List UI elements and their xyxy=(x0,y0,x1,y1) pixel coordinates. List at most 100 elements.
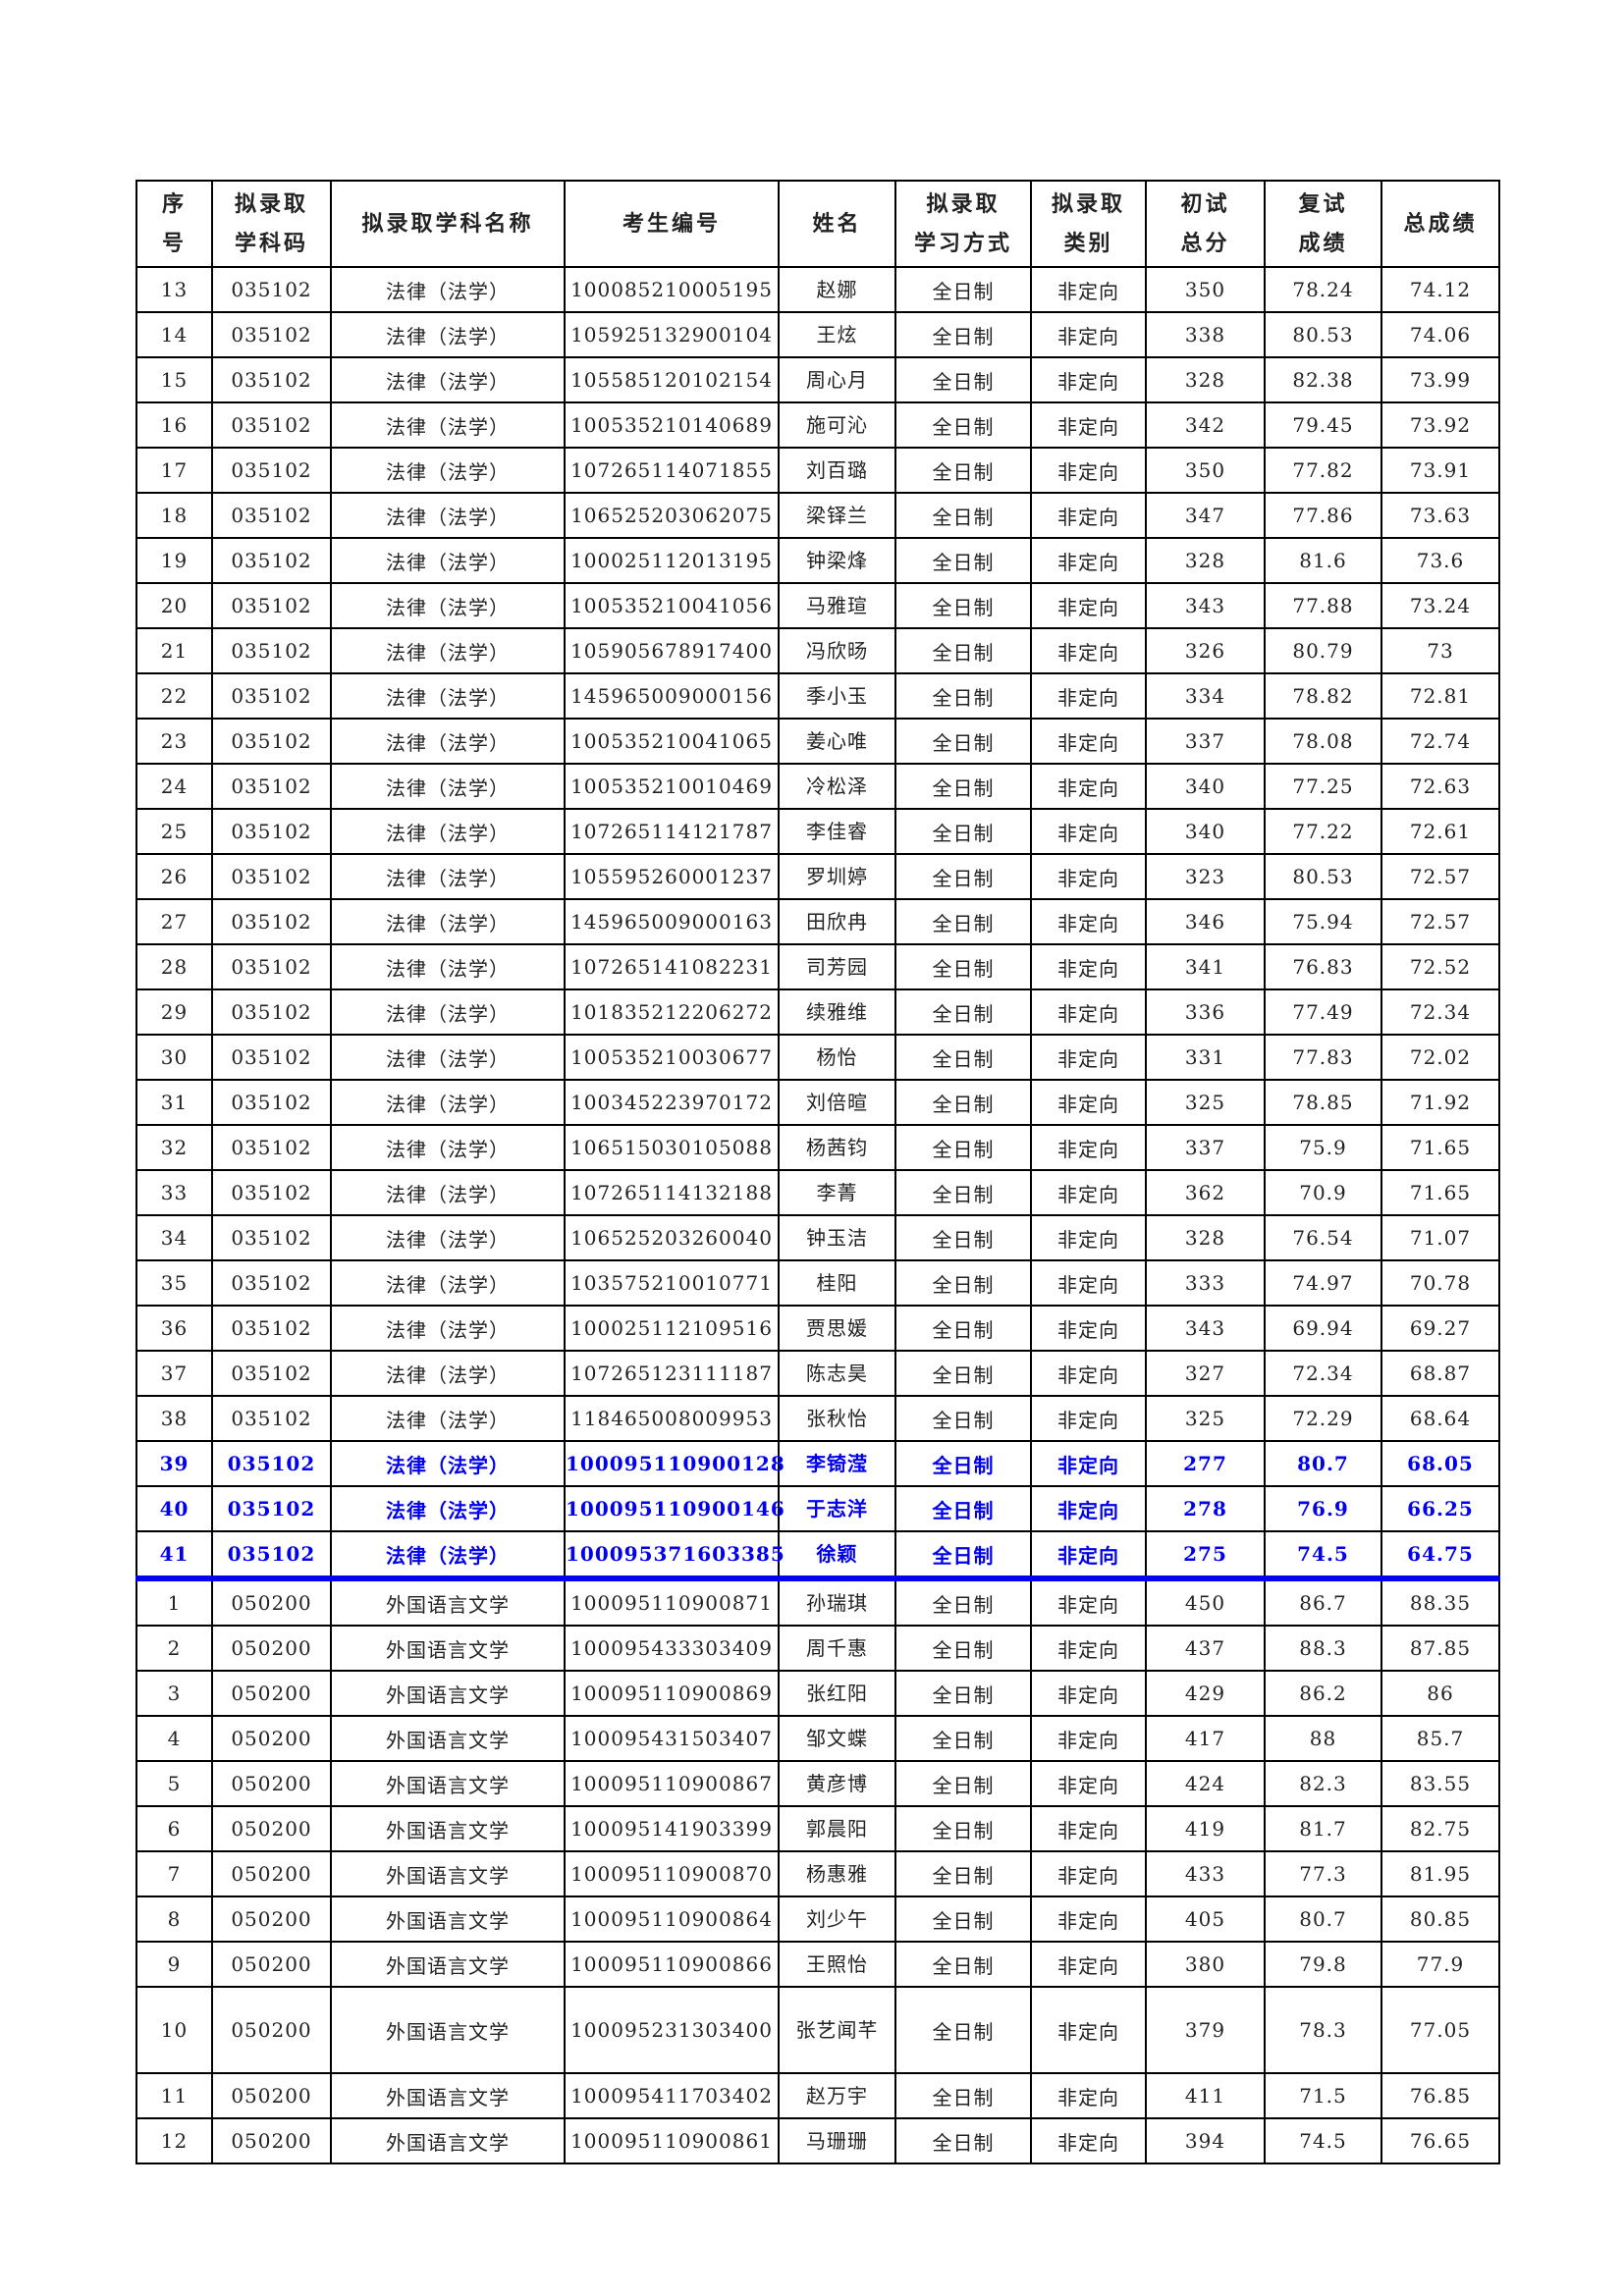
cell-subject-name: 外国语言文学 xyxy=(330,1625,566,1672)
cell-retest-score: 77.82 xyxy=(1264,447,1382,494)
cell-category: 非定向 xyxy=(1030,627,1147,674)
table-row: 14 035102 法律（法学） 105925132900104 王炫 全日制 非定向 338… xyxy=(135,311,1500,358)
cell-total-score: 73.92 xyxy=(1380,401,1500,449)
cell-seq: 5 xyxy=(135,1760,213,1807)
cell-study-mode: 全日制 xyxy=(894,266,1032,313)
cell-initial-score: 417 xyxy=(1145,1715,1266,1762)
cell-initial-score: 336 xyxy=(1145,988,1266,1036)
cell-subject-code: 050200 xyxy=(211,1715,332,1762)
cell-retest-score: 77.86 xyxy=(1264,492,1382,539)
header-total-score: 总成绩 xyxy=(1380,180,1500,268)
cell-subject-name: 外国语言文学 xyxy=(330,2117,566,2164)
name-text: 邹文蝶 xyxy=(806,1727,868,1750)
name-text: 梁铎兰 xyxy=(806,504,868,527)
cell-retest-score: 76.54 xyxy=(1264,1214,1382,1261)
cell-candidate-id: 118465008009953 xyxy=(564,1395,780,1442)
cell-study-mode: 全日制 xyxy=(894,1259,1032,1307)
cell-name: 杨怡 xyxy=(778,1034,896,1081)
cell-category: 非定向 xyxy=(1030,492,1147,539)
cell-name: 罗圳婷 xyxy=(778,853,896,900)
cell-retest-score: 76.9 xyxy=(1264,1485,1382,1532)
cell-study-mode: 全日制 xyxy=(894,1896,1032,1943)
cell-category: 非定向 xyxy=(1030,1941,1147,1988)
cell-total-score: 72.57 xyxy=(1380,853,1500,900)
cell-seq: 12 xyxy=(135,2117,213,2164)
name-text: 姜心唯 xyxy=(806,729,868,753)
cell-total-score: 72.52 xyxy=(1380,943,1500,990)
cell-name: 周千惠 xyxy=(778,1625,896,1672)
table-row: 22 035102 法律（法学） 145965009000156 季小玉 全日制 非定向 33… xyxy=(135,672,1500,720)
cell-subject-code: 050200 xyxy=(211,2117,332,2164)
cell-category: 非定向 xyxy=(1030,1259,1147,1307)
cell-study-mode: 全日制 xyxy=(894,356,1032,403)
name-text: 杨惠雅 xyxy=(806,1862,868,1886)
cell-total-score: 68.05 xyxy=(1380,1440,1500,1487)
header-name: 姓名 xyxy=(778,180,896,268)
cell-study-mode: 全日制 xyxy=(894,988,1032,1036)
cell-candidate-id: 103575210010771 xyxy=(564,1259,780,1307)
name-text: 田欣冉 xyxy=(806,910,868,934)
cell-retest-score: 81.6 xyxy=(1264,537,1382,584)
cell-total-score: 70.78 xyxy=(1380,1259,1500,1307)
cell-candidate-id: 100095110900870 xyxy=(564,1850,780,1897)
cell-seq: 17 xyxy=(135,447,213,494)
cell-candidate-id: 100095110900861 xyxy=(564,2117,780,2164)
cell-seq: 36 xyxy=(135,1305,213,1352)
cell-name: 田欣冉 xyxy=(778,898,896,945)
cell-category: 非定向 xyxy=(1030,1577,1147,1627)
cell-subject-name: 法律（法学） xyxy=(330,898,566,945)
cell-study-mode: 全日制 xyxy=(894,2117,1032,2164)
cell-candidate-id: 100095231303400 xyxy=(564,1986,780,2074)
cell-candidate-id: 107265114132188 xyxy=(564,1169,780,1216)
cell-retest-score: 75.94 xyxy=(1264,898,1382,945)
cell-retest-score: 74.5 xyxy=(1264,2117,1382,2164)
name-text: 张艺闻芊 xyxy=(795,2018,879,2042)
table-header-row: 序 号拟录取 学科码 拟录取学科名称 考生编号 姓名 拟录取 学习方式 拟录取 类别 初试 … xyxy=(135,180,1500,268)
cell-candidate-id: 105905678917400 xyxy=(564,627,780,674)
cell-retest-score: 77.88 xyxy=(1264,582,1382,629)
name-text: 施可沁 xyxy=(806,413,868,437)
cell-study-mode: 全日制 xyxy=(894,492,1032,539)
cell-subject-code: 035102 xyxy=(211,718,332,765)
cell-study-mode: 全日制 xyxy=(894,1305,1032,1352)
header-study-mode: 拟录取 学习方式 xyxy=(894,180,1032,268)
cell-candidate-id: 105925132900104 xyxy=(564,311,780,358)
table-row: 27 035102 法律（法学） 145965009000163 田欣冉 全日制 非定向 34… xyxy=(135,898,1500,945)
cell-category: 非定向 xyxy=(1030,2117,1147,2164)
cell-retest-score: 72.34 xyxy=(1264,1350,1382,1397)
cell-retest-score: 79.8 xyxy=(1264,1941,1382,1988)
cell-initial-score: 331 xyxy=(1145,1034,1266,1081)
cell-seq: 14 xyxy=(135,311,213,358)
cell-study-mode: 全日制 xyxy=(894,1034,1032,1081)
table-row: 2 050200 外国语言文学 100095433303409 周千惠 全日制 非定向 437… xyxy=(135,1625,1500,1672)
table-row: 28 035102 法律（法学） 107265141082231 司芳园 全日制 非定向 34… xyxy=(135,943,1500,990)
cell-total-score: 72.81 xyxy=(1380,672,1500,720)
cell-subject-code: 035102 xyxy=(211,672,332,720)
cell-subject-name: 法律（法学） xyxy=(330,1169,566,1216)
cell-subject-name: 外国语言文学 xyxy=(330,1850,566,1897)
table-row: 24 035102 法律（法学） 100535210010469 冷松泽 全日制 非定向 34… xyxy=(135,763,1500,810)
cell-seq: 38 xyxy=(135,1395,213,1442)
cell-candidate-id: 100025112013195 xyxy=(564,537,780,584)
cell-candidate-id: 100095141903399 xyxy=(564,1805,780,1852)
cell-retest-score: 78.08 xyxy=(1264,718,1382,765)
cell-initial-score: 337 xyxy=(1145,1124,1266,1171)
cell-subject-code: 050200 xyxy=(211,1625,332,1672)
cell-subject-name: 外国语言文学 xyxy=(330,1715,566,1762)
cell-initial-score: 394 xyxy=(1145,2117,1266,2164)
cell-seq: 40 xyxy=(135,1485,213,1532)
cell-name: 桂阳 xyxy=(778,1259,896,1307)
table-row: 31 035102 法律（法学） 100345223970172 刘倍暄 全日制 非定向 32… xyxy=(135,1079,1500,1126)
table-row: 11 050200 外国语言文学 100095411703402 赵万宇 全日制 非定向 41… xyxy=(135,2072,1500,2119)
cell-subject-code: 035102 xyxy=(211,537,332,584)
name-text: 赵娜 xyxy=(816,278,858,301)
cell-name: 李佳睿 xyxy=(778,808,896,855)
table-row: 36 035102 法律（法学） 100025112109516 贾思媛 全日制 非定向 34… xyxy=(135,1305,1500,1352)
cell-subject-code: 035102 xyxy=(211,266,332,313)
cell-study-mode: 全日制 xyxy=(894,1986,1032,2074)
cell-category: 非定向 xyxy=(1030,763,1147,810)
cell-retest-score: 77.3 xyxy=(1264,1850,1382,1897)
cell-category: 非定向 xyxy=(1030,582,1147,629)
cell-initial-score: 350 xyxy=(1145,447,1266,494)
cell-candidate-id: 107265114121787 xyxy=(564,808,780,855)
